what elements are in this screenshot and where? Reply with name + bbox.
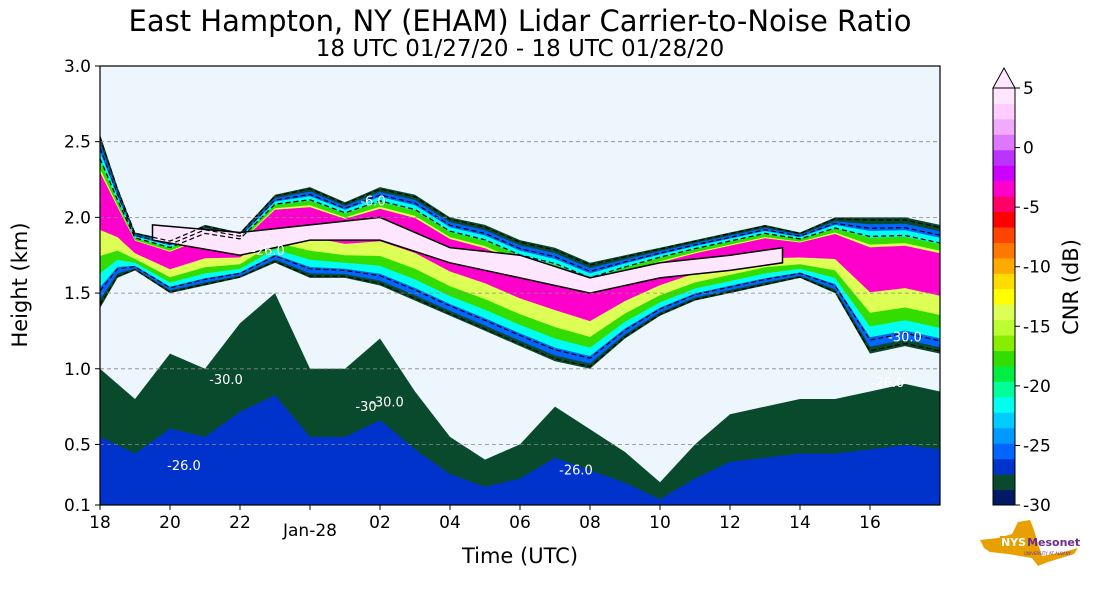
colorbar-segment: [993, 149, 1015, 166]
colorbar-segment: [993, 165, 1015, 182]
x-tick-label: 12: [719, 513, 741, 533]
colorbar-segment: [993, 304, 1015, 321]
y-tick-label: 2.0: [64, 208, 91, 228]
colorbar-tick-label: 0: [1023, 139, 1034, 159]
colorbar-tick-label: -25: [1023, 436, 1051, 456]
logo-subtext: UNIVERSITY AT ALBANY: [1024, 551, 1072, 556]
contour-label: -6.0: [360, 194, 385, 209]
colorbar-segment: [993, 396, 1015, 413]
contour-label: -26.0: [251, 244, 285, 259]
nys-mesonet-logo: [980, 520, 1078, 566]
colorbar-segment: [993, 489, 1015, 506]
y-tick-label: 2.5: [64, 133, 91, 153]
x-tick-label: Jan-28: [282, 521, 337, 541]
x-tick-label: 22: [229, 513, 251, 533]
chart-title: East Hampton, NY (EHAM) Lidar Carrier-to…: [128, 4, 912, 38]
x-tick-label: 16: [859, 513, 881, 533]
x-tick-label: 20: [159, 513, 181, 533]
colorbar-segment: [993, 474, 1015, 491]
chart-subtitle: 18 UTC 01/27/20 - 18 UTC 01/28/20: [315, 36, 725, 62]
boundary-layer-core: [100, 395, 940, 505]
colorbar-tick-label: -5: [1023, 198, 1040, 218]
x-tick-label: 08: [579, 513, 601, 533]
x-tick-label: 02: [369, 513, 391, 533]
colorbar-segment: [993, 366, 1015, 382]
colorbar-segment: [993, 211, 1015, 228]
colorbar-segment: [993, 257, 1015, 274]
colorbar-segment: [993, 273, 1015, 290]
colorbar-segment: [993, 288, 1015, 305]
colorbar-tick-label: -15: [1023, 317, 1051, 337]
x-tick-label: 10: [649, 513, 671, 533]
colorbar: 5 0 -5 -10 -15 -20 -25 -30: [992, 66, 1051, 516]
x-tick-label: 04: [439, 513, 461, 533]
y-tick-label: 0.1: [64, 496, 91, 516]
x-axis-label: Time (UTC): [461, 544, 578, 568]
colorbar-tick-label: -30: [1023, 496, 1051, 516]
colorbar-segment: [993, 443, 1015, 460]
cnr-contour-upper-1: [100, 147, 940, 272]
y-axis-label: Height (km): [8, 222, 32, 347]
colorbar-label: CNR (dB): [1059, 239, 1083, 335]
colorbar-segment: [993, 412, 1015, 429]
contour-label: -26.0: [871, 376, 905, 391]
colorbar-segment: [993, 88, 1015, 104]
colorbar-segment: [993, 381, 1015, 398]
colorbar-tick-label: -10: [1023, 258, 1051, 278]
contour-label: -30.0: [209, 373, 243, 388]
logo-wordmark: NYSMesonet: [1000, 536, 1081, 549]
cloud-layer-band-magenta: [100, 172, 940, 322]
y-tick-label: 3.0: [64, 57, 91, 77]
y-tick-label: 0.5: [64, 435, 91, 455]
colorbar-segment: [993, 319, 1015, 336]
colorbar-tick-label: -20: [1023, 377, 1051, 397]
x-axis: 18 20 22 Jan-28 02 04 06 08 10 12 14 16: [89, 505, 881, 541]
contour-label: -30: [355, 400, 376, 415]
colorbar-segment: [993, 103, 1015, 120]
grid-lines: [100, 141, 940, 445]
x-tick-label: 18: [89, 513, 111, 533]
colorbar-segment: [993, 180, 1015, 197]
colorbar-segment: [993, 335, 1015, 352]
colorbar-segment: [993, 427, 1015, 444]
cnr-contour-upper-0: [100, 137, 940, 266]
contour-label: -26.0: [559, 464, 593, 479]
contour-label: -30.0: [370, 396, 404, 411]
x-tick-label: 06: [509, 513, 531, 533]
y-axis: 0.1 0.5 1.0 1.5 2.0 2.5 3.0: [64, 57, 100, 516]
colorbar-extend-arrow: [992, 66, 1016, 89]
colorbar-segment: [993, 242, 1015, 259]
colorbar-segment: [993, 196, 1015, 213]
colorbar-tick-label: 5: [1023, 79, 1034, 99]
y-tick-label: 1.0: [64, 360, 91, 380]
colorbar-segment: [993, 227, 1015, 243]
x-tick-label: 14: [789, 513, 811, 533]
cnr-contour-lower-1: [100, 255, 940, 359]
colorbar-segment: [993, 118, 1015, 135]
colorbar-segment: [993, 134, 1015, 151]
cnr-field: -6.0-30.0-30-30.0-26.0 -26.0-26.0-30.0-26…: [100, 134, 940, 505]
colorbar-frame: [992, 87, 1016, 506]
contour-label: -30.0: [888, 331, 922, 346]
y-tick-label: 1.5: [64, 284, 91, 304]
colorbar-segment: [993, 350, 1015, 367]
colorbar-segment: [993, 458, 1015, 475]
contour-label: -26.0: [167, 459, 201, 474]
peak-cnr-layer: [151, 216, 784, 294]
